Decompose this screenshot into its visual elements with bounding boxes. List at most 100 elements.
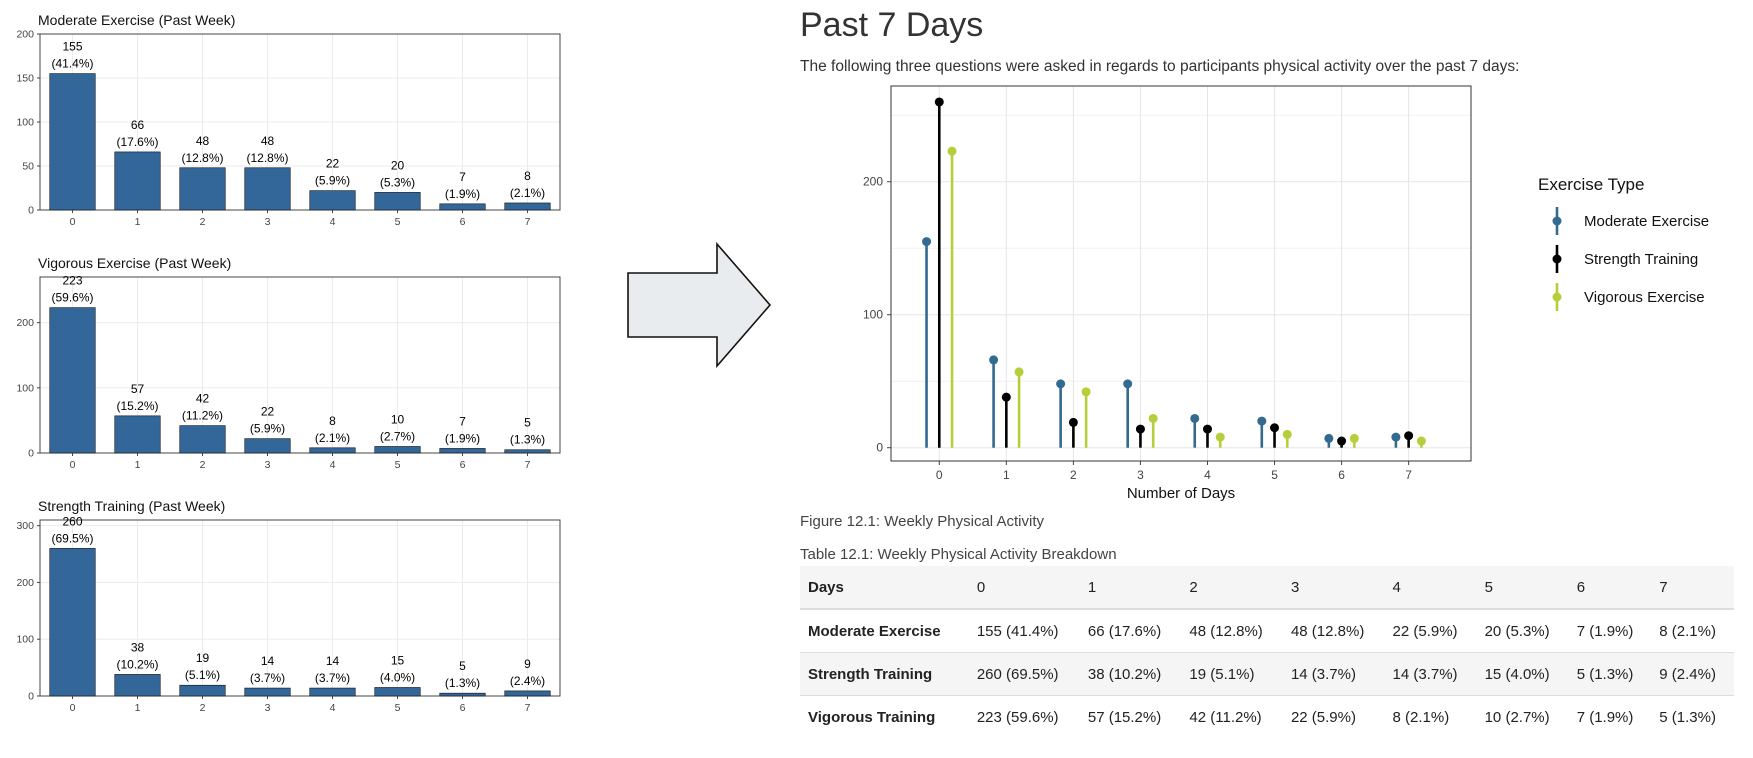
table-cell: 15 (4.0%) xyxy=(1476,652,1569,696)
page-title: Past 7 Days xyxy=(800,6,984,44)
y-tick-label: 200 xyxy=(863,175,883,189)
bar xyxy=(504,449,551,454)
report-section: Past 7 Days The following three question… xyxy=(800,0,1753,758)
table-cell: 8 (2.1%) xyxy=(1384,695,1477,738)
bar xyxy=(179,167,226,211)
bar xyxy=(439,692,486,697)
bar xyxy=(244,687,291,697)
y-tick-label: 0 xyxy=(876,441,883,455)
value-label: 9 xyxy=(524,657,531,671)
lollipop-point xyxy=(1148,413,1158,423)
figure-caption: Figure 12.1: Weekly Physical Activity xyxy=(800,513,1044,530)
chart-title: Strength Training (Past Week) xyxy=(38,498,225,514)
value-label: 19 xyxy=(196,651,210,665)
percent-label: (41.4%) xyxy=(51,57,93,71)
percent-label: (1.9%) xyxy=(445,187,480,201)
y-tick-label: 200 xyxy=(16,317,34,329)
right-arrow-icon xyxy=(627,241,772,369)
x-tick-label: 3 xyxy=(265,216,271,228)
lollipop-point xyxy=(1056,379,1066,389)
lollipop-point xyxy=(1001,392,1011,402)
legend-key-point xyxy=(1552,254,1562,264)
value-label: 5 xyxy=(524,416,531,430)
x-tick-label: 6 xyxy=(1338,468,1345,482)
table-cell: 223 (59.6%) xyxy=(968,695,1080,738)
legend-title: Exercise Type xyxy=(1538,175,1644,194)
percent-label: (5.1%) xyxy=(185,668,220,682)
x-tick-label: 0 xyxy=(70,702,76,714)
moderate-exercise-bar-chart: Moderate Exercise (Past Week)05010015020… xyxy=(16,12,561,228)
value-label: 5 xyxy=(459,659,466,673)
lollipop-point xyxy=(1135,424,1145,434)
table-cell: 48 (12.8%) xyxy=(1282,608,1385,653)
x-tick-label: 0 xyxy=(70,216,76,228)
y-tick-label: 300 xyxy=(16,520,34,532)
value-label: 38 xyxy=(131,640,145,654)
lollipop-point xyxy=(1081,387,1091,397)
plot-frame xyxy=(890,85,1472,462)
legend-key-point xyxy=(1552,216,1562,226)
lollipop-point xyxy=(934,97,944,107)
lollipop-point xyxy=(1215,432,1225,442)
x-tick-label: 7 xyxy=(525,459,531,471)
x-tick-label: 2 xyxy=(200,216,206,228)
table-row: Vigorous Training 223 (59.6%) 57 (15.2%)… xyxy=(800,695,1734,738)
x-tick-label: 2 xyxy=(200,702,206,714)
lollipop-point xyxy=(989,355,999,365)
lollipop-point xyxy=(1190,413,1200,423)
table-header-cell: 0 xyxy=(968,566,1080,610)
bar xyxy=(179,425,226,454)
percent-label: (1.3%) xyxy=(445,676,480,690)
table-header-cell: 6 xyxy=(1568,566,1652,610)
value-label: 20 xyxy=(391,158,405,172)
lollipop-point xyxy=(1123,379,1133,389)
table-header-cell: 2 xyxy=(1181,566,1283,610)
weekly-activity-lollipop-chart: 0 100 200 0 1 2 3 4 5 6 7 Number of Days Exercise Ty… xyxy=(863,85,1709,502)
row-label: Moderate Exercise xyxy=(800,608,969,653)
percent-label: (59.6%) xyxy=(51,291,93,305)
value-label: 48 xyxy=(261,134,275,148)
value-label: 66 xyxy=(131,118,145,132)
lollipop-point xyxy=(1324,433,1334,443)
table-cell: 19 (5.1%) xyxy=(1181,652,1283,696)
value-label: 22 xyxy=(261,405,275,419)
bar xyxy=(309,190,356,211)
percent-label: (12.8%) xyxy=(246,151,288,165)
plot-frame xyxy=(39,519,561,697)
percent-label: (2.7%) xyxy=(380,429,415,443)
percent-label: (4.0%) xyxy=(380,670,415,684)
value-label: 8 xyxy=(329,414,336,428)
y-tick-label: 0 xyxy=(28,448,34,460)
percent-label: (3.7%) xyxy=(250,671,285,685)
table-cell: 22 (5.9%) xyxy=(1384,608,1477,653)
bar xyxy=(179,684,226,697)
table-cell: 57 (15.2%) xyxy=(1079,695,1182,738)
x-tick-label: 3 xyxy=(1137,468,1144,482)
table-cell: 260 (69.5%) xyxy=(968,652,1080,696)
table-cell: 20 (5.3%) xyxy=(1476,608,1569,653)
table-row: Strength Training 260 (69.5%) 38 (10.2%)… xyxy=(800,652,1734,696)
x-tick-label: 6 xyxy=(460,702,466,714)
value-label: 7 xyxy=(459,170,466,184)
y-tick-label: 100 xyxy=(16,634,34,646)
table-header-cell: 7 xyxy=(1651,566,1734,610)
x-tick-label: 4 xyxy=(330,216,336,228)
bar xyxy=(439,203,486,211)
y-tick-label: 200 xyxy=(16,577,34,589)
x-tick-label: 1 xyxy=(1003,468,1010,482)
plot-frame xyxy=(39,276,561,454)
percent-label: (2.1%) xyxy=(510,186,545,200)
lollipop-point xyxy=(1391,432,1401,442)
bar xyxy=(374,192,421,211)
x-tick-label: 5 xyxy=(395,216,401,228)
x-tick-label: 7 xyxy=(1405,468,1412,482)
table-cell: 10 (2.7%) xyxy=(1476,695,1569,738)
bar xyxy=(244,438,291,454)
table-row: Moderate Exercise 155 (41.4%) 66 (17.6%)… xyxy=(800,608,1734,653)
row-label: Strength Training xyxy=(800,652,969,696)
chart-title: Moderate Exercise (Past Week) xyxy=(38,12,235,28)
table-cell: 48 (12.8%) xyxy=(1181,608,1283,653)
bar xyxy=(49,548,96,697)
row-label: Vigorous Training xyxy=(800,695,969,738)
x-tick-label: 0 xyxy=(936,468,943,482)
